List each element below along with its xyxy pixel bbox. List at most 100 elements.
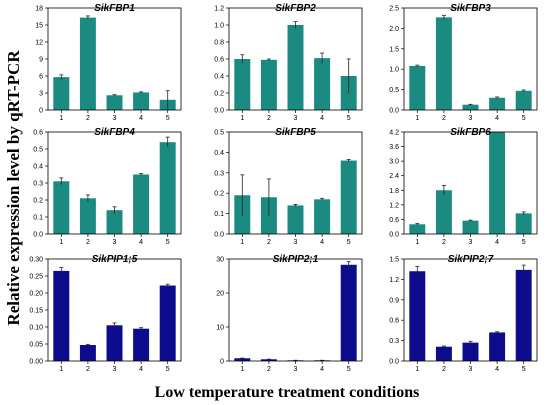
x-tick-label: 2 [86,239,90,246]
x-tick-label: 5 [166,115,170,122]
bar [159,142,176,234]
x-tick-label: 4 [139,115,143,122]
y-tick-label: 0.10 [29,325,43,332]
x-tick-label: 2 [267,115,271,122]
x-tick-label: 2 [442,366,446,373]
panel-4: 0.0 0.1 0.2 0.3 0.4 0.5 0.6 1 2 3 4 5 SikFBP4 [33,127,182,246]
y-tick-label: 2.0 [389,26,399,33]
y-tick-label: 1.0 [389,67,399,74]
bar [106,210,123,234]
bar [314,58,331,110]
x-tick-label: 3 [469,115,473,122]
y-tick-label: 0.1 [214,211,224,218]
panel-6: 0.0 0.6 1.2 1.8 2.4 3.0 3.6 4.2 1 2 3 4 5 SikFBP6 [389,127,538,246]
x-tick-label: 4 [320,115,324,122]
bar [234,59,251,110]
y-tick-label: 0.3 [33,181,43,188]
y-tick-label: 18 [35,6,43,13]
x-tick-label: 1 [240,366,244,373]
panel-title: SikPIP2;7 [448,254,494,265]
y-tick-label: 15 [35,23,43,30]
y-tick-label: 0.0 [214,232,224,239]
x-tick-label: 5 [166,366,170,373]
bar [340,160,357,234]
bar [435,190,452,234]
x-tick-label: 5 [522,115,526,122]
x-tick-label: 2 [267,366,271,373]
y-tick-label: 0.6 [214,57,224,64]
y-tick-label: 0.5 [33,147,43,154]
bar [462,220,479,234]
y-tick-label: 3.0 [389,159,399,166]
y-tick-label: 1.5 [389,257,399,264]
x-tick-label: 2 [86,366,90,373]
bar [489,332,506,361]
bar [234,358,251,361]
bar [489,97,506,110]
bar [435,346,452,361]
panel-5: 0.0 0.1 0.2 0.3 0.4 0.5 1 2 3 4 5 SikFBP5 [214,127,363,246]
y-tick-label: 0.4 [214,150,224,157]
x-tick-label: 3 [294,366,298,373]
y-tick-label: 1.0 [214,23,224,30]
y-tick-label: 0.2 [33,198,43,205]
panel-3: 0.0 0.5 1.0 1.5 2.0 2.5 1 2 3 4 5 SikFBP3 [389,3,538,122]
y-tick-label: 0.2 [214,191,224,198]
y-tick-label: 0.6 [33,130,43,137]
bar [435,17,452,110]
y-tick-label: 0.0 [389,108,399,115]
y-tick-label: 1.2 [389,202,399,209]
bar [515,90,532,110]
bar [79,17,96,111]
y-tick-label: 0.00 [29,359,43,366]
y-tick-label: 0.8 [214,40,224,47]
x-tick-label: 4 [495,115,499,122]
y-tick-label: 12 [35,40,43,47]
y-tick-label: 0 [220,359,224,366]
bar [260,359,277,361]
x-tick-label: 1 [415,239,419,246]
bar [409,65,426,110]
y-tick-label: 0.30 [29,257,43,264]
x-tick-label: 1 [59,115,63,122]
bar [79,198,96,234]
y-tick-label: 0.6 [389,217,399,224]
y-tick-label: 0.5 [389,87,399,94]
x-tick-label: 1 [59,366,63,373]
x-tick-label: 3 [113,239,117,246]
bar [53,77,70,110]
y-tick-label: 0.0 [33,232,43,239]
bar [133,328,150,361]
y-tick-label: 0.9 [389,297,399,304]
y-tick-label: 0.05 [29,342,43,349]
bar [106,325,123,361]
y-tick-label: 0.2 [214,91,224,98]
x-tick-label: 5 [522,366,526,373]
x-tick-label: 1 [240,239,244,246]
panel-title: SikPIP2;1 [273,254,319,265]
x-tick-label: 4 [495,239,499,246]
panel-9: 0.0 0.3 0.6 0.9 1.2 1.5 1 2 3 4 5 SikPIP2;7 [389,254,538,373]
x-tick-label: 3 [294,239,298,246]
y-tick-label: 3.6 [389,144,399,151]
x-tick-label: 4 [320,366,324,373]
panel-title: SikFBP3 [450,3,491,14]
y-tick-label: 0.6 [389,318,399,325]
x-tick-label: 3 [113,366,117,373]
bar [79,345,96,361]
y-tick-label: 0.4 [214,74,224,81]
x-tick-label: 1 [240,115,244,122]
bar [53,270,70,361]
x-tick-label: 2 [442,115,446,122]
x-tick-label: 4 [320,239,324,246]
figure-xlabel: Low temperature treatment conditions [155,384,420,401]
y-tick-label: 20 [216,291,224,298]
y-tick-label: 1.8 [389,188,399,195]
panel-title: SikFBP2 [275,3,316,14]
y-tick-label: 0.1 [33,215,43,222]
y-tick-label: 30 [216,257,224,264]
y-tick-label: 0.15 [29,308,43,315]
